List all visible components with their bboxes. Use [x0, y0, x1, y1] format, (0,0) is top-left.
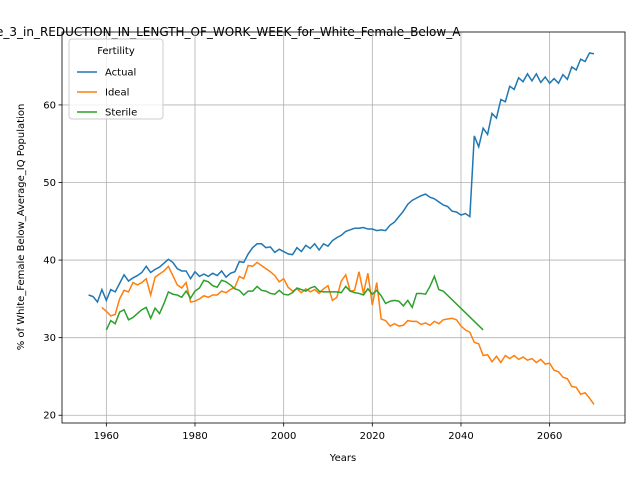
x-tick-label: 2020 [360, 431, 385, 442]
x-tick-label: 2040 [448, 431, 473, 442]
legend-box [68, 38, 164, 120]
data-line [105, 274, 484, 331]
y-tick-label: 50 [43, 178, 56, 189]
x-axis-label: Years [329, 453, 356, 464]
y-tick-label: 40 [43, 256, 56, 267]
x-tick-label: 1960 [94, 431, 119, 442]
legend-label: Actual [105, 68, 136, 79]
data-line [101, 261, 595, 405]
y-tick-label: 30 [43, 333, 56, 344]
plot-frame [61, 31, 626, 424]
y-axis-label: % of White_Female Below_Average_IQ Popul… [16, 104, 27, 351]
x-tick-label: 2000 [271, 431, 296, 442]
y-tick-label: 20 [43, 411, 56, 422]
x-tick-label: 2060 [537, 431, 562, 442]
legend-label: Sterile [105, 108, 137, 119]
legend-label: Ideal [105, 88, 129, 99]
y-tick-label: 60 [43, 100, 56, 111]
data-line [88, 52, 595, 304]
legend-title: Fertility [97, 46, 135, 57]
x-tick-label: 1980 [182, 431, 207, 442]
